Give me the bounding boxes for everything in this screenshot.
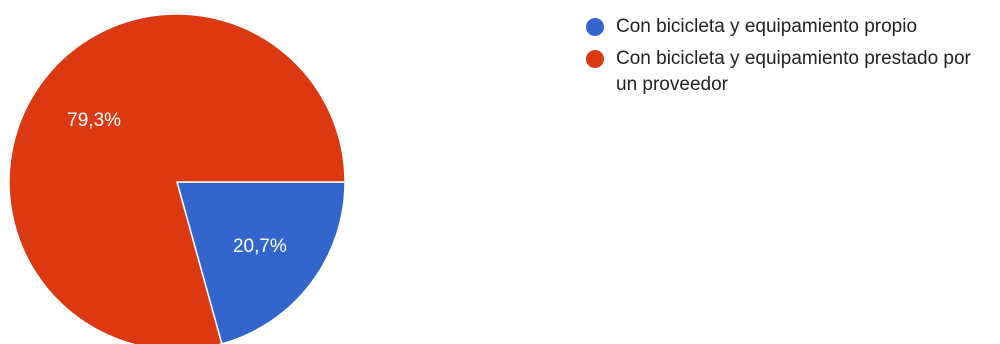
legend-color-swatch [586,18,604,36]
pie-slice-value-label: 20,7% [233,236,287,257]
legend-label: Con bicicleta y equipamiento propio [616,16,918,37]
chart-legend: Con bicicleta y equipamiento propio Con … [586,14,1000,104]
legend-item-propio[interactable]: Con bicicleta y equipamiento propio [586,14,1000,40]
pie-slice-labels: 20,7% 79,3% [67,110,287,257]
legend-color-swatch [586,50,604,68]
pie-slice-value-label: 79,3% [67,110,121,131]
legend-label: Con bicicleta y equipamiento prestado po… [616,48,971,95]
pie-slices [8,13,346,344]
pie-slice-0[interactable] [176,181,346,344]
pie-slice-1[interactable] [8,13,346,344]
legend-item-prestado[interactable]: Con bicicleta y equipamiento prestado po… [586,46,1000,98]
